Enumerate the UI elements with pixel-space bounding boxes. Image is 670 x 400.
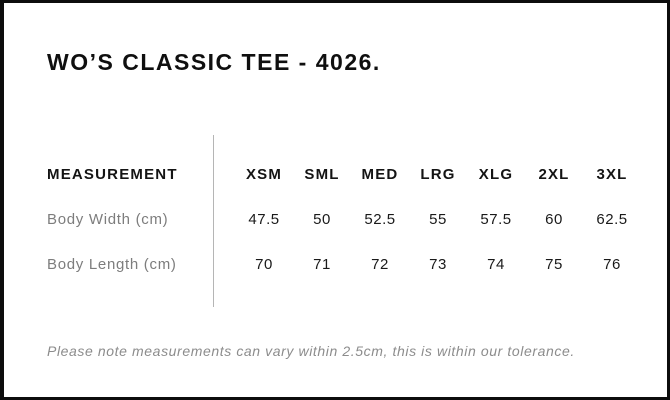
- cell-body-width-3xl: 62.5: [596, 211, 628, 228]
- column-header-2xl: 2XL: [538, 166, 570, 183]
- cell-body-length-2xl: 75: [545, 256, 563, 273]
- size-table: MEASUREMENT XSM SML MED LRG XLG 2XL 3XL …: [47, 152, 641, 287]
- column-header-lrg: LRG: [420, 166, 456, 183]
- cell-body-length-med: 72: [371, 256, 389, 273]
- column-header-med: MED: [361, 166, 399, 183]
- column-header-xsm: XSM: [245, 166, 283, 183]
- cell-body-width-med: 52.5: [364, 211, 396, 228]
- tolerance-note: Please note measurements can vary within…: [47, 343, 575, 359]
- cell-body-length-sml: 71: [313, 256, 331, 273]
- table-vertical-divider: [213, 135, 214, 307]
- row-label-body-length: Body Length (cm): [47, 256, 177, 273]
- row-label-body-width: Body Width (cm): [47, 211, 169, 228]
- column-header-3xl: 3XL: [596, 166, 628, 183]
- column-header-measurement: MEASUREMENT: [47, 166, 178, 183]
- cell-body-length-xlg: 74: [487, 256, 505, 273]
- cell-body-width-xlg: 57.5: [480, 211, 512, 228]
- cell-body-width-lrg: 55: [429, 211, 447, 228]
- cell-body-length-lrg: 73: [429, 256, 447, 273]
- table-header-row: MEASUREMENT XSM SML MED LRG XLG 2XL 3XL: [47, 152, 641, 197]
- table-row-body-length: Body Length (cm) 70 71 72 73 74 75 76: [47, 242, 641, 287]
- cell-body-width-2xl: 60: [545, 211, 563, 228]
- table-row-body-width: Body Width (cm) 47.5 50 52.5 55 57.5 60 …: [47, 197, 641, 242]
- cell-body-length-xsm: 70: [255, 256, 273, 273]
- column-header-xlg: XLG: [478, 166, 514, 183]
- cell-body-width-sml: 50: [313, 211, 331, 228]
- page-title: WO’S CLASSIC TEE - 4026.: [47, 49, 381, 75]
- cell-body-width-xsm: 47.5: [248, 211, 280, 228]
- column-header-sml: SML: [304, 166, 340, 183]
- cell-body-length-3xl: 76: [603, 256, 621, 273]
